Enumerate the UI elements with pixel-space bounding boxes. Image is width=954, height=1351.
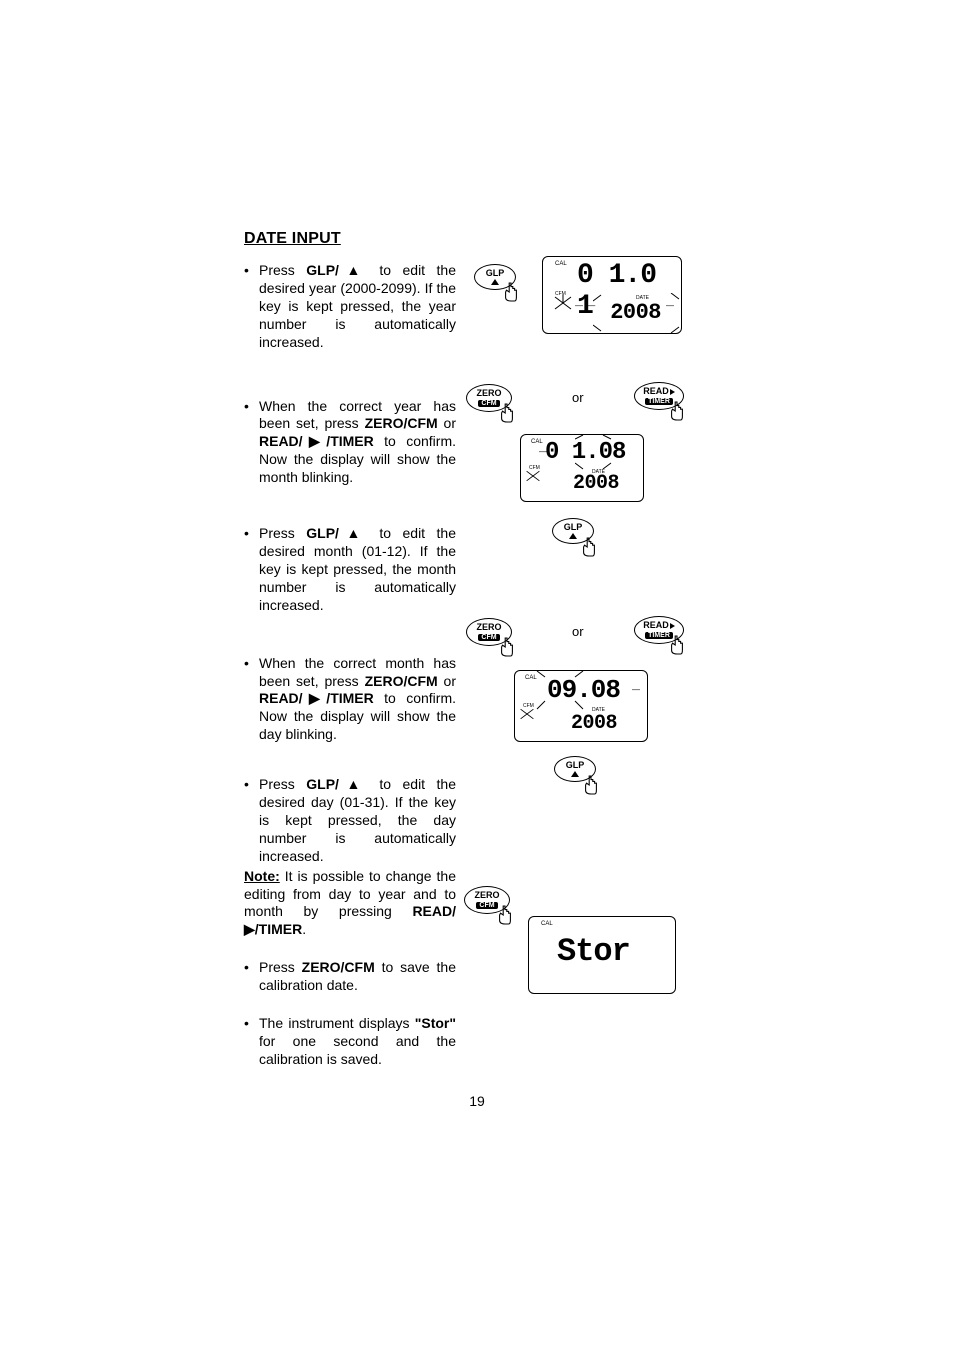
content-area: • Press GLP/▲ to edit the desired year (… xyxy=(244,262,704,1075)
cal-indicator: CAL xyxy=(541,921,553,927)
section-title: DATE INPUT xyxy=(244,230,704,248)
cfm-sub-label: CFM xyxy=(478,400,499,407)
up-arrow-icon xyxy=(491,279,499,285)
bullet-text: When the correct year has been set, pres… xyxy=(259,398,456,488)
blink-marks xyxy=(575,435,615,471)
bullet-marker: • xyxy=(244,262,259,352)
text: Press xyxy=(259,959,302,975)
read-label: READ xyxy=(643,621,675,630)
bullet-6: • Press ZERO/CFM to save the calibration… xyxy=(244,959,456,995)
zero-label: ZERO xyxy=(476,623,501,632)
cal-indicator: CAL xyxy=(531,439,543,445)
or-text: or xyxy=(572,624,584,639)
glp-label: GLP xyxy=(566,761,585,770)
key-ref: READ/▶/TIMER xyxy=(259,690,374,706)
up-arrow-icon xyxy=(569,533,577,539)
key-ref: READ/▶/TIMER xyxy=(259,433,374,449)
or-text: or xyxy=(572,390,584,405)
hand-pointer-icon xyxy=(498,402,516,424)
cfm-label: CFM xyxy=(555,291,566,297)
text: Press xyxy=(259,776,306,792)
note-label: Note: xyxy=(244,868,280,884)
blink-marks xyxy=(593,293,683,333)
lcd-stor-text: Stor xyxy=(557,933,630,970)
bullet-text: When the correct month has been set, pre… xyxy=(259,655,456,745)
hand-pointer-icon xyxy=(496,904,514,926)
bullet-text: Press GLP/▲ to edit the desired year (20… xyxy=(259,262,456,352)
key-ref: ZERO/CFM xyxy=(302,959,375,975)
bullet-text: The instrument displays "Stor" for one s… xyxy=(259,1015,456,1069)
bullet-marker: • xyxy=(244,959,259,995)
bullet-marker: • xyxy=(244,398,259,488)
glp-label: GLP xyxy=(486,269,505,278)
lcd-screen-2: CAL 0 1.08 CFM DATE 2008 — xyxy=(520,434,644,502)
dash: — xyxy=(539,447,548,456)
hand-pointer-icon xyxy=(502,281,520,303)
cfm-sub-label: CFM xyxy=(478,634,499,641)
lcd-year-digits: 2008 xyxy=(573,472,619,495)
key-ref: ZERO/CFM xyxy=(365,673,438,689)
blink-marks xyxy=(535,671,585,711)
bullet-7: • The instrument displays "Stor" for one… xyxy=(244,1015,456,1069)
bullet-1: • Press GLP/▲ to edit the desired year (… xyxy=(244,262,456,352)
bullet-marker: • xyxy=(244,655,259,745)
bullet-3: • Press GLP/▲ to edit the desired month … xyxy=(244,525,456,615)
bullet-marker: • xyxy=(244,1015,259,1069)
key-ref: GLP/▲ xyxy=(306,525,368,541)
text: The instrument displays xyxy=(259,1015,415,1031)
bullet-5: • Press GLP/▲ to edit the desired day (0… xyxy=(244,776,456,866)
lcd-screen-4: CAL Stor xyxy=(528,916,676,994)
bullet-marker: • xyxy=(244,776,259,866)
cfm-sub-label: CFM xyxy=(476,902,497,909)
bullet-marker: • xyxy=(244,525,259,615)
text: Press xyxy=(259,262,306,278)
lcd-cfm-icon xyxy=(519,707,535,726)
bullet-text: Press GLP/▲ to edit the desired month (0… xyxy=(259,525,456,615)
lcd-screen-3: CAL 09.08 CFM DATE 2008 — xyxy=(514,670,648,742)
note: Note: It is possible to change the editi… xyxy=(244,868,456,940)
cal-indicator: CAL xyxy=(555,261,567,267)
bullet-text: Press GLP/▲ to edit the desired day (01-… xyxy=(259,776,456,866)
text: for one second and the calibration is sa… xyxy=(259,1033,456,1067)
quote: "Stor" xyxy=(415,1015,456,1031)
read-label: READ xyxy=(643,387,675,396)
illustration-column: GLP CAL 0 1.0 1 CFM DATE 2008 — — — ZERO… xyxy=(474,262,692,1075)
text-column: • Press GLP/▲ to edit the desired year (… xyxy=(244,262,456,1075)
lcd-year-digits: 2008 xyxy=(571,712,617,735)
text: or xyxy=(438,673,456,689)
zero-label: ZERO xyxy=(474,891,499,900)
hand-pointer-icon xyxy=(668,634,686,656)
bullet-text: Press ZERO/CFM to save the calibration d… xyxy=(259,959,456,995)
glp-label: GLP xyxy=(564,523,583,532)
key-ref: GLP/▲ xyxy=(306,262,368,278)
hand-pointer-icon xyxy=(582,774,600,796)
lcd-cfm-icon xyxy=(553,295,573,313)
hand-pointer-icon xyxy=(580,536,598,558)
page-number: 19 xyxy=(469,1093,485,1109)
dash: — xyxy=(632,685,641,694)
key-ref: GLP/▲ xyxy=(306,776,368,792)
up-arrow-icon xyxy=(571,771,579,777)
key-ref: ZERO/CFM xyxy=(365,415,438,431)
bullet-4: • When the correct month has been set, p… xyxy=(244,655,456,745)
text: Press xyxy=(259,525,306,541)
zero-label: ZERO xyxy=(476,389,501,398)
bullet-2: • When the correct year has been set, pr… xyxy=(244,398,456,488)
lcd-cfm-icon xyxy=(525,469,541,488)
hand-pointer-icon xyxy=(668,400,686,422)
hand-pointer-icon xyxy=(498,636,516,658)
lcd-screen-1: CAL 0 1.0 1 CFM DATE 2008 — — — xyxy=(542,256,682,334)
text: or xyxy=(438,415,456,431)
text: . xyxy=(302,921,306,937)
